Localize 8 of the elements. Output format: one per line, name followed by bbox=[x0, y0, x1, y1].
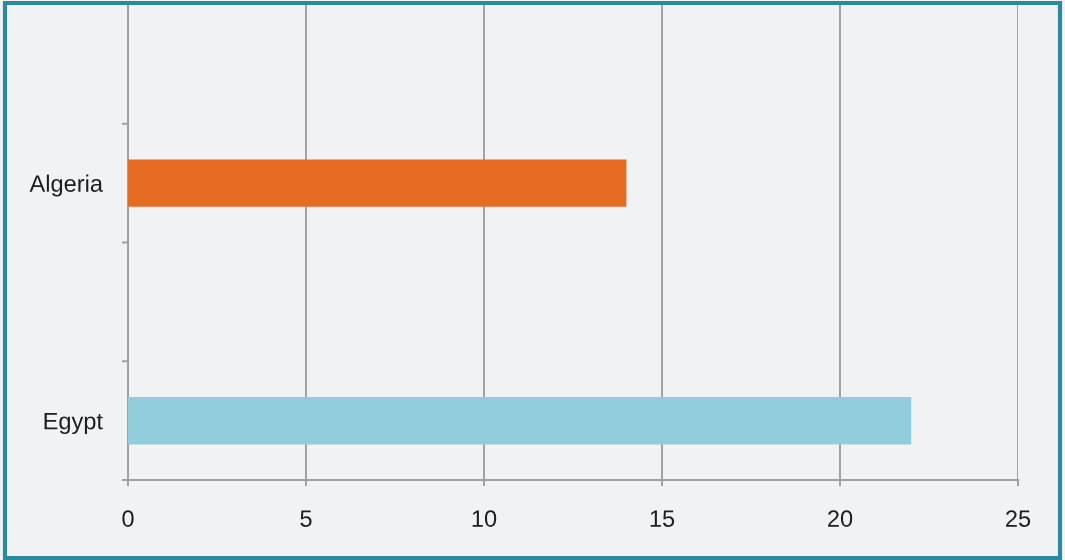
y-tick-label: Egypt bbox=[44, 412, 103, 435]
x-tick-label: 0 bbox=[122, 510, 134, 527]
x-tick-label: 15 bbox=[650, 510, 675, 527]
x-tick-label: 25 bbox=[1006, 510, 1031, 527]
y-tick-label: Algeria bbox=[29, 174, 103, 197]
x-tick-label: 20 bbox=[828, 510, 853, 527]
x-tick-label: 10 bbox=[472, 510, 497, 527]
x-tick-label: 5 bbox=[300, 510, 312, 527]
